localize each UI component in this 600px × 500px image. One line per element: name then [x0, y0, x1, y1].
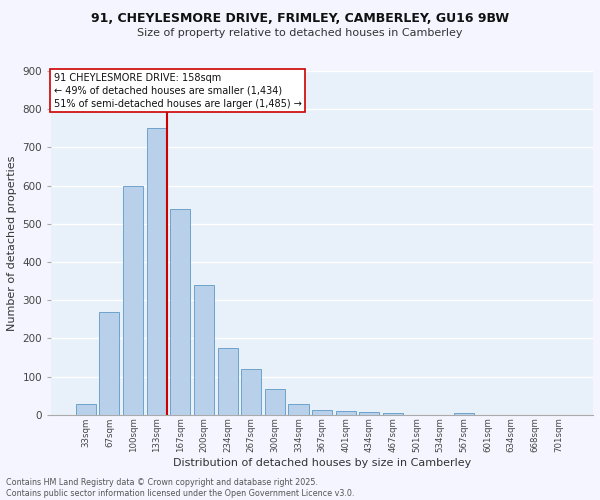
Text: Contains HM Land Registry data © Crown copyright and database right 2025.
Contai: Contains HM Land Registry data © Crown c… — [6, 478, 355, 498]
Bar — [123, 186, 143, 415]
Bar — [146, 128, 167, 415]
Bar — [359, 412, 379, 415]
Bar — [241, 369, 261, 415]
X-axis label: Distribution of detached houses by size in Camberley: Distribution of detached houses by size … — [173, 458, 471, 468]
Bar — [265, 389, 285, 415]
Bar — [289, 404, 308, 415]
Text: 91, CHEYLESMORE DRIVE, FRIMLEY, CAMBERLEY, GU16 9BW: 91, CHEYLESMORE DRIVE, FRIMLEY, CAMBERLE… — [91, 12, 509, 26]
Text: 91 CHEYLESMORE DRIVE: 158sqm
← 49% of detached houses are smaller (1,434)
51% of: 91 CHEYLESMORE DRIVE: 158sqm ← 49% of de… — [54, 72, 302, 109]
Bar — [170, 208, 190, 415]
Bar — [454, 413, 474, 415]
Bar — [76, 404, 96, 415]
Bar — [335, 411, 356, 415]
Bar — [194, 285, 214, 415]
Bar — [383, 413, 403, 415]
Y-axis label: Number of detached properties: Number of detached properties — [7, 155, 17, 330]
Bar — [312, 410, 332, 415]
Bar — [100, 312, 119, 415]
Bar — [218, 348, 238, 415]
Text: Size of property relative to detached houses in Camberley: Size of property relative to detached ho… — [137, 28, 463, 38]
